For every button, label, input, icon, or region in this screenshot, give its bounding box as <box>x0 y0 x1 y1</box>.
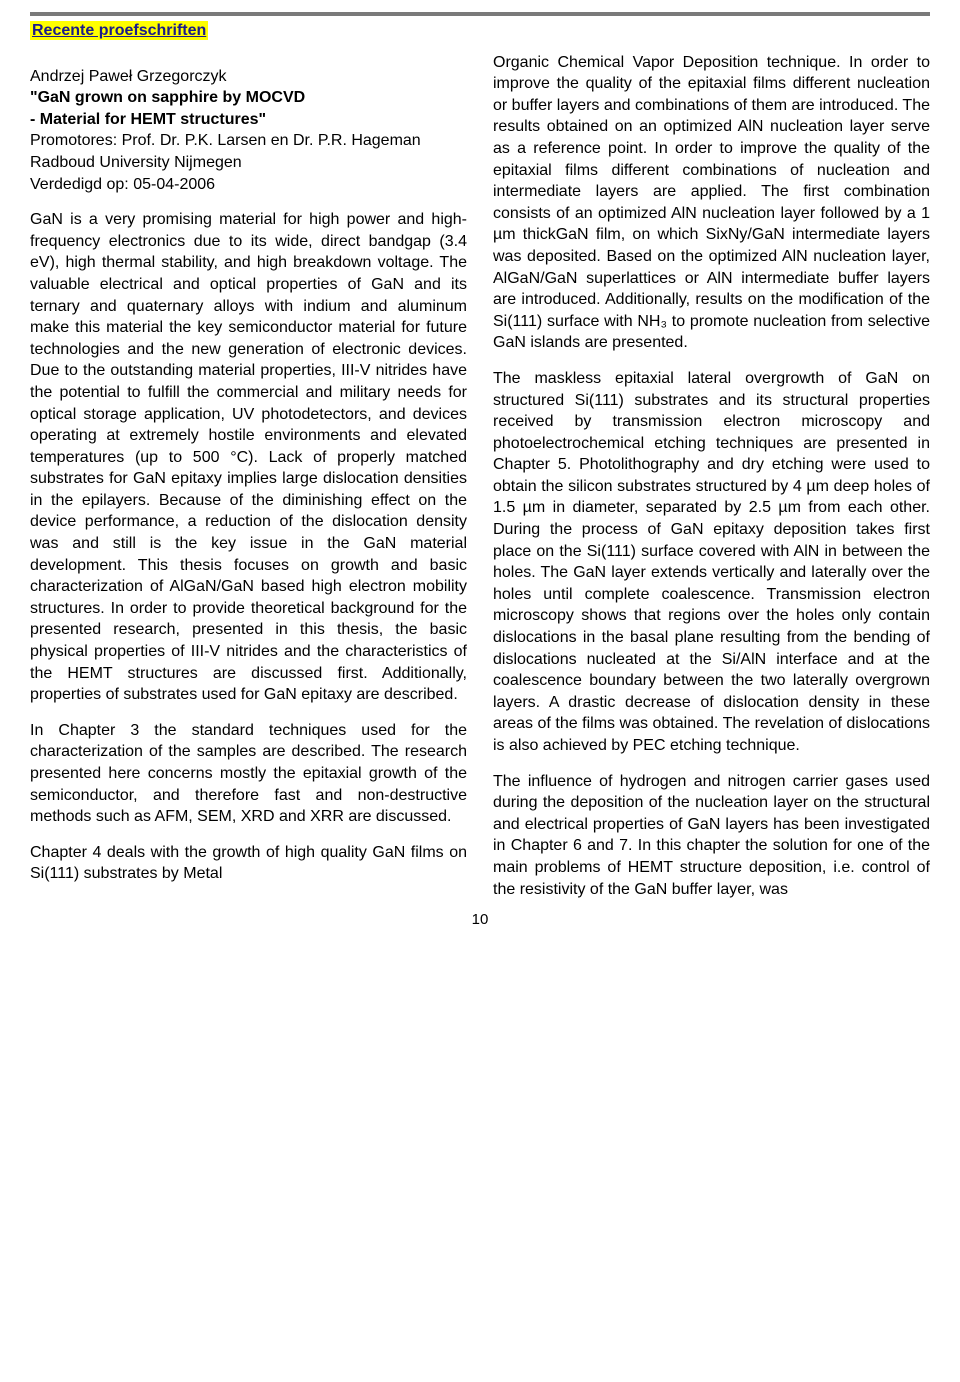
left-paragraph-1: GaN is a very promising material for hig… <box>30 209 467 706</box>
right-paragraph-3: The influence of hydrogen and nitrogen c… <box>493 771 930 901</box>
two-column-layout: Andrzej Paweł Grzegorczyk "GaN grown on … <box>30 52 930 901</box>
thesis-title-line1: "GaN grown on sapphire by MOCVD <box>30 87 467 109</box>
page-number: 10 <box>30 910 930 930</box>
institution: Radboud University Nijmegen <box>30 152 467 174</box>
section-title: Recente proefschriften <box>30 21 208 40</box>
defended-date: Verdedigd op: 05-04-2006 <box>30 174 467 196</box>
left-paragraph-2: In Chapter 3 the standard techniques use… <box>30 720 467 828</box>
right-column: Organic Chemical Vapor Deposition techni… <box>493 52 930 901</box>
right-paragraph-1: Organic Chemical Vapor Deposition techni… <box>493 52 930 354</box>
left-column: Andrzej Paweł Grzegorczyk "GaN grown on … <box>30 52 467 901</box>
right-paragraph-2: The maskless epitaxial lateral overgrowt… <box>493 368 930 757</box>
thesis-title-line2: - Material for HEMT structures" <box>30 109 467 131</box>
section-heading: Recente proefschriften <box>30 20 930 42</box>
left-paragraph-3: Chapter 4 deals with the growth of high … <box>30 842 467 885</box>
promotores: Promotores: Prof. Dr. P.K. Larsen en Dr.… <box>30 130 467 152</box>
top-horizontal-rule <box>30 12 930 16</box>
author-name: Andrzej Paweł Grzegorczyk <box>30 66 467 88</box>
